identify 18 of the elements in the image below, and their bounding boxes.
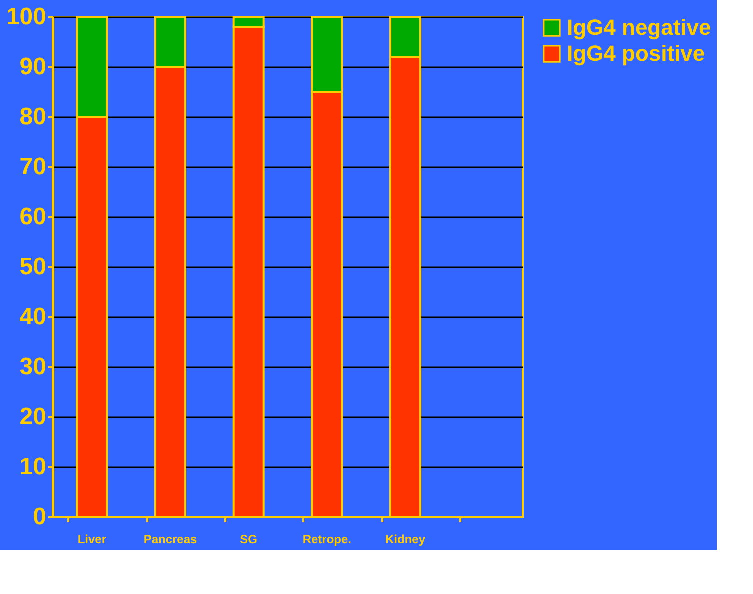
y-tick-label: 0 xyxy=(33,504,46,530)
y-tick-label: 80 xyxy=(20,104,46,130)
y-tick-label: 70 xyxy=(20,154,46,180)
x-tick-label: Liver xyxy=(78,532,107,546)
y-tick-label: 100 xyxy=(6,4,46,30)
y-tick-label: 60 xyxy=(20,204,46,230)
y-tick-label: 90 xyxy=(20,54,46,80)
legend-label: IgG4 positive xyxy=(567,41,706,66)
x-tick-label: Retrope. xyxy=(302,532,352,546)
y-tick-label: 40 xyxy=(20,304,46,330)
x-tick-label: SG xyxy=(240,532,258,546)
x-tick-label: Kidney xyxy=(385,532,426,546)
x-tick-label: Pancreas xyxy=(144,532,198,546)
y-tick-label: 10 xyxy=(20,454,46,480)
y-tick-label: 50 xyxy=(20,254,46,280)
y-tick-label: 20 xyxy=(20,404,46,430)
legend-label: IgG4 negative xyxy=(567,15,712,40)
y-tick-label: 30 xyxy=(20,354,46,380)
